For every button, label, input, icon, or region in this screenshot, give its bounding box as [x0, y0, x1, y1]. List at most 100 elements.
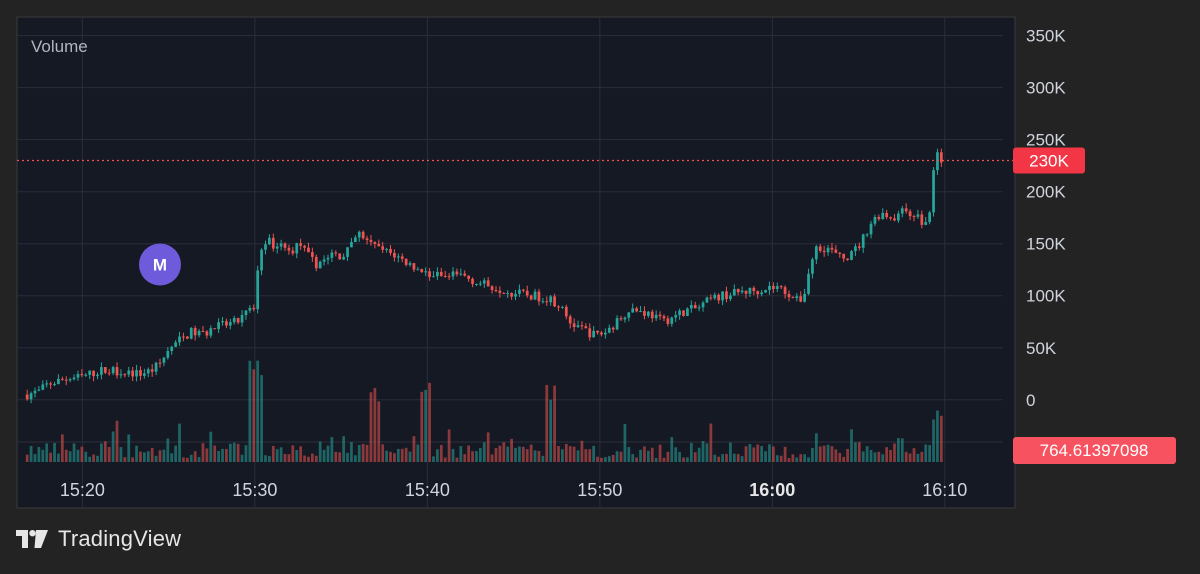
- candle-body: [432, 276, 435, 278]
- volume-bar: [193, 451, 197, 462]
- candle-body: [592, 330, 596, 338]
- volume-bar: [205, 448, 209, 462]
- marker-badge[interactable]: [138, 243, 181, 286]
- volume-last-label: 764.61397098: [1040, 441, 1149, 460]
- volume-bar: [271, 445, 275, 462]
- candle-body: [936, 152, 939, 171]
- candle-body: [404, 258, 408, 265]
- y-tick-label: 0: [1026, 391, 1035, 410]
- volume-bar: [639, 449, 642, 462]
- candle-body: [498, 290, 502, 294]
- y-tick-label: 250K: [1026, 131, 1066, 150]
- candle-body: [725, 291, 728, 300]
- candle-body: [162, 357, 166, 363]
- candle-body: [393, 252, 396, 258]
- volume-bar: [600, 457, 603, 462]
- plot-area[interactable]: [16, 16, 1016, 509]
- candle-body: [80, 374, 84, 376]
- candle-body: [885, 212, 889, 218]
- candle-body: [623, 317, 627, 320]
- candle-body: [131, 370, 135, 377]
- volume-bar: [236, 443, 240, 462]
- candle-body: [689, 305, 693, 309]
- volume-bar: [854, 442, 857, 462]
- candle-body: [529, 295, 533, 300]
- x-axis: 15:20 15:30 15:40 15:50 16:00 16:10: [60, 480, 967, 500]
- volume-bar: [396, 448, 400, 462]
- candle-body: [174, 342, 177, 347]
- volume-bar: [568, 446, 572, 462]
- volume-bar: [775, 455, 779, 462]
- volume-bar: [803, 454, 806, 462]
- volume-bar: [729, 442, 732, 462]
- volume-bar: [107, 446, 111, 462]
- volume-bar: [135, 445, 138, 462]
- y-tick-label: 200K: [1026, 183, 1066, 202]
- volume-bar: [889, 450, 892, 462]
- candle-body: [88, 370, 92, 375]
- volume-bar: [115, 420, 119, 462]
- candle-body: [291, 250, 295, 254]
- volume-bar: [666, 451, 670, 462]
- candle-body: [795, 296, 799, 299]
- candle-body: [400, 256, 404, 259]
- candle-body: [158, 362, 162, 364]
- volume-bar: [72, 443, 76, 462]
- last-value-badge: [1013, 147, 1085, 174]
- candle-body: [654, 314, 658, 319]
- candle-body: [850, 251, 853, 260]
- volume-bar: [228, 443, 232, 462]
- candle-body: [353, 237, 357, 243]
- candle-body: [783, 287, 787, 294]
- candle-body: [146, 369, 150, 374]
- volume-bar: [783, 446, 787, 462]
- candle-body: [428, 271, 431, 277]
- volume-bar: [693, 452, 697, 462]
- volume-bar: [189, 454, 193, 462]
- candle-body: [596, 330, 599, 333]
- volume-bar: [881, 454, 885, 462]
- candle-body: [166, 351, 170, 358]
- candle-body: [33, 390, 37, 394]
- candle-body: [822, 250, 826, 253]
- candle-body: [615, 318, 619, 330]
- candle-body: [213, 328, 217, 330]
- volume-bar: [826, 444, 830, 462]
- volume-bar: [662, 457, 666, 462]
- volume-bar: [631, 454, 635, 462]
- candle-body: [705, 297, 709, 303]
- candle-body: [709, 297, 713, 299]
- volume-bar: [561, 449, 564, 462]
- volume-bar: [244, 445, 248, 462]
- volume-bar: [674, 447, 678, 462]
- volume-bar: [45, 443, 49, 462]
- volume-bar: [311, 453, 314, 462]
- candle-body: [537, 291, 541, 302]
- candle-body: [311, 252, 314, 257]
- candle-body: [744, 290, 748, 294]
- x-tick-label: 15:20: [60, 480, 105, 500]
- volume-bar: [350, 442, 353, 462]
- volume-bar: [174, 445, 177, 462]
- volume-bar: [416, 444, 420, 462]
- volume-bar: [834, 449, 838, 462]
- candle-body: [346, 247, 349, 257]
- volume-bar: [424, 389, 428, 462]
- volume-bar: [463, 454, 467, 462]
- volume-bar: [103, 441, 107, 462]
- volume-bar: [377, 401, 381, 462]
- volume-bar: [447, 429, 451, 462]
- candle-body: [619, 318, 623, 320]
- volume-bar: [217, 451, 220, 462]
- candle-body: [205, 331, 209, 336]
- candle-body: [584, 326, 588, 329]
- x-tick-label: 16:10: [922, 480, 967, 500]
- candle-body: [932, 170, 935, 213]
- volume-bar: [158, 450, 162, 462]
- volume-bar: [256, 360, 260, 462]
- volume-bar: [873, 452, 877, 462]
- candle-body: [939, 152, 943, 163]
- candle-body: [408, 263, 412, 265]
- volume-bar: [584, 449, 588, 462]
